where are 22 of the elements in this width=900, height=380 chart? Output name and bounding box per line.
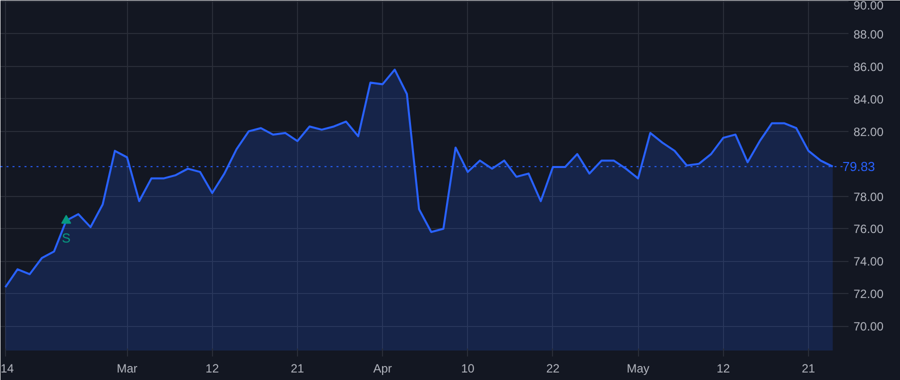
y-tick-label: 78.00	[854, 190, 884, 204]
ref-line-label: 79.83	[842, 159, 876, 174]
y-tick-label: 84.00	[854, 92, 884, 106]
x-tick-label: Mar	[116, 362, 138, 376]
y-tick-label: 72.00	[854, 287, 884, 302]
y-tick-label: 88.00	[854, 27, 884, 42]
y-tick-label: 74.00	[854, 254, 884, 269]
y-tick-label: 82.00	[854, 124, 884, 139]
x-tick-label: May	[626, 362, 650, 376]
y-tick-label: 86.00	[854, 60, 884, 74]
x-tick-label: 12	[206, 362, 220, 376]
y-tick-label: 70.00	[854, 320, 884, 334]
x-tick-label: 10	[461, 362, 475, 376]
x-tick-label: 12	[716, 362, 730, 376]
y-tick-label: 90.00	[854, 0, 884, 12]
x-tick-label: 22	[546, 362, 560, 376]
y-tick-label: 76.00	[854, 222, 884, 236]
x-tick-label: 21	[290, 362, 304, 376]
x-tick-label: 14	[0, 362, 14, 376]
x-tick-label: 21	[802, 362, 816, 376]
x-tick-label: Apr	[373, 362, 392, 376]
annotation: S	[62, 230, 71, 246]
